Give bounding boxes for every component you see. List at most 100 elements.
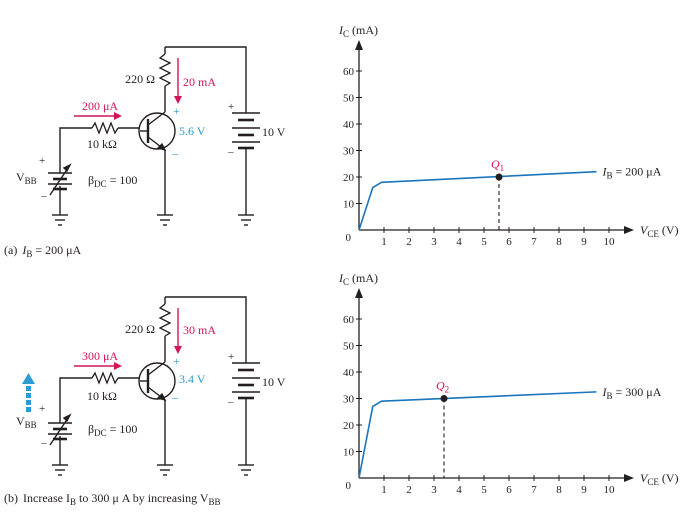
vce-label: 3.4 V (179, 372, 206, 386)
x-tick-label: 5 (481, 484, 487, 496)
beta-label: βDC = 100 (88, 422, 137, 438)
ib-label: 200 μA (82, 99, 118, 113)
y-axis-arrow-icon (355, 40, 363, 50)
vbb-battery-icon (48, 413, 72, 446)
resistor-rc-label: 220 Ω (125, 72, 155, 86)
vcc-label: 10 V (262, 125, 286, 139)
ic-arrow-icon (174, 308, 182, 354)
caption-a: (a) IB = 200 μA (4, 243, 82, 259)
origin-label: 0 (346, 480, 352, 492)
x-tick-label: 5 (481, 236, 487, 248)
x-tick-label: 6 (506, 236, 512, 248)
x-tick-label: 9 (581, 484, 587, 496)
increase-arrow-icon (22, 373, 35, 412)
x-tick-label: 7 (531, 484, 537, 496)
resistor-rc-label: 220 Ω (125, 322, 155, 336)
x-tick-label: 7 (531, 236, 537, 248)
ic-label: 20 mA (183, 75, 216, 89)
y-tick-label: 30 (343, 146, 355, 158)
vcc-minus: – (227, 396, 234, 408)
x-tick-label: 8 (556, 484, 562, 496)
chart-a: 10 20 30 40 50 60 1 2 3 4 5 6 7 8 9 10 0 IC (mA) VCE (V) IB… (338, 23, 679, 248)
x-tick-label: 2 (406, 484, 412, 496)
ic-arrow-icon (174, 58, 182, 104)
vbb-minus: – (40, 437, 47, 449)
x-tick-label: 1 (381, 236, 387, 248)
vcc-label: 10 V (262, 375, 286, 389)
origin-label: 0 (346, 232, 352, 244)
q-point-label: Q2 (436, 379, 449, 395)
ground-icon (157, 214, 173, 226)
circuit-wires (59, 296, 247, 465)
ib-label: 300 μA (82, 349, 118, 363)
vce-minus: – (171, 390, 179, 404)
y-tick-label: 10 (343, 199, 355, 211)
resistor-rc-icon (158, 303, 172, 337)
vce-plus: + (173, 104, 180, 118)
x-tick-label: 9 (581, 236, 587, 248)
characteristic-curve (358, 170, 597, 231)
q-point-marker (495, 173, 503, 181)
x-axis-label: VCE (V) (640, 471, 679, 487)
ground-icon (238, 214, 254, 226)
q-point-label: Q1 (491, 157, 504, 173)
ground-icon (52, 464, 68, 476)
curve-label: IB = 300 μA (602, 385, 662, 401)
ib-arrow-icon (74, 362, 122, 370)
circuit-a: 220 Ω 20 mA 200 μA 10 kΩ + 5.6 V – + – 1… (4, 46, 286, 259)
x-tick-label: 1 (381, 484, 387, 496)
circuit-b: 220 Ω 30 mA 300 μA 10 kΩ + 3.4 V – + – 1… (4, 296, 286, 507)
rb-label: 10 kΩ (87, 137, 117, 151)
x-tick-label: 8 (556, 236, 562, 248)
x-axis-label: VCE (V) (640, 223, 679, 239)
y-axis-label: IC (mA) (338, 23, 378, 39)
y-tick-label: 30 (343, 394, 355, 406)
y-tick-label: 40 (343, 367, 355, 379)
y-tick-label: 20 (343, 172, 355, 184)
y-axis-label: IC (mA) (338, 271, 378, 287)
x-axis-arrow-icon (624, 226, 634, 234)
vcc-plus: + (228, 101, 234, 113)
circuit-wires (59, 46, 247, 215)
resistor-rb-icon (91, 121, 119, 135)
beta-label: βDC = 100 (88, 173, 137, 189)
x-tick-label: 4 (456, 236, 462, 248)
x-tick-label: 6 (506, 484, 512, 496)
vbb-label: VBB (16, 414, 37, 430)
characteristic-curve (358, 391, 597, 479)
vcc-plus: + (228, 351, 234, 363)
x-tick-label: 10 (604, 484, 616, 496)
y-tick-label: 20 (343, 420, 355, 432)
vbb-plus: + (39, 155, 45, 167)
ground-icon (157, 464, 173, 476)
x-tick-label: 4 (456, 484, 462, 496)
resistor-rb-icon (91, 371, 119, 385)
vbb-battery-icon (48, 163, 72, 196)
y-axis-arrow-icon (355, 288, 363, 298)
chart-b: 10 20 30 40 50 60 1 2 3 4 5 6 7 8 9 10 0 IC (mA) VCE (V) IB… (338, 271, 679, 496)
y-tick-label: 50 (343, 341, 355, 353)
ib-arrow-icon (74, 112, 122, 120)
vcc-minus: – (227, 146, 234, 158)
q-point-marker (440, 395, 448, 402)
y-tick-label: 10 (343, 447, 355, 459)
resistor-rc-icon (158, 53, 172, 87)
curve-label: IB = 200 μA (602, 165, 662, 181)
y-tick-label: 40 (343, 119, 355, 131)
vce-plus: + (173, 354, 180, 368)
x-tick-label: 10 (604, 236, 616, 248)
vbb-minus: – (40, 190, 47, 202)
rb-label: 10 kΩ (87, 389, 117, 403)
vcc-battery-icon (232, 362, 260, 400)
transistor-icon (138, 111, 176, 152)
vce-label: 5.6 V (179, 124, 206, 138)
vbb-plus: + (39, 403, 45, 415)
transistor-icon (138, 361, 176, 402)
x-tick-label: 3 (431, 236, 437, 248)
caption-b: (b) Increase IB to 300 μ A by increasing … (4, 491, 221, 507)
x-axis-arrow-icon (624, 474, 634, 482)
y-tick-label: 50 (343, 93, 355, 105)
vcc-battery-icon (232, 112, 260, 150)
ground-icon (238, 464, 254, 476)
